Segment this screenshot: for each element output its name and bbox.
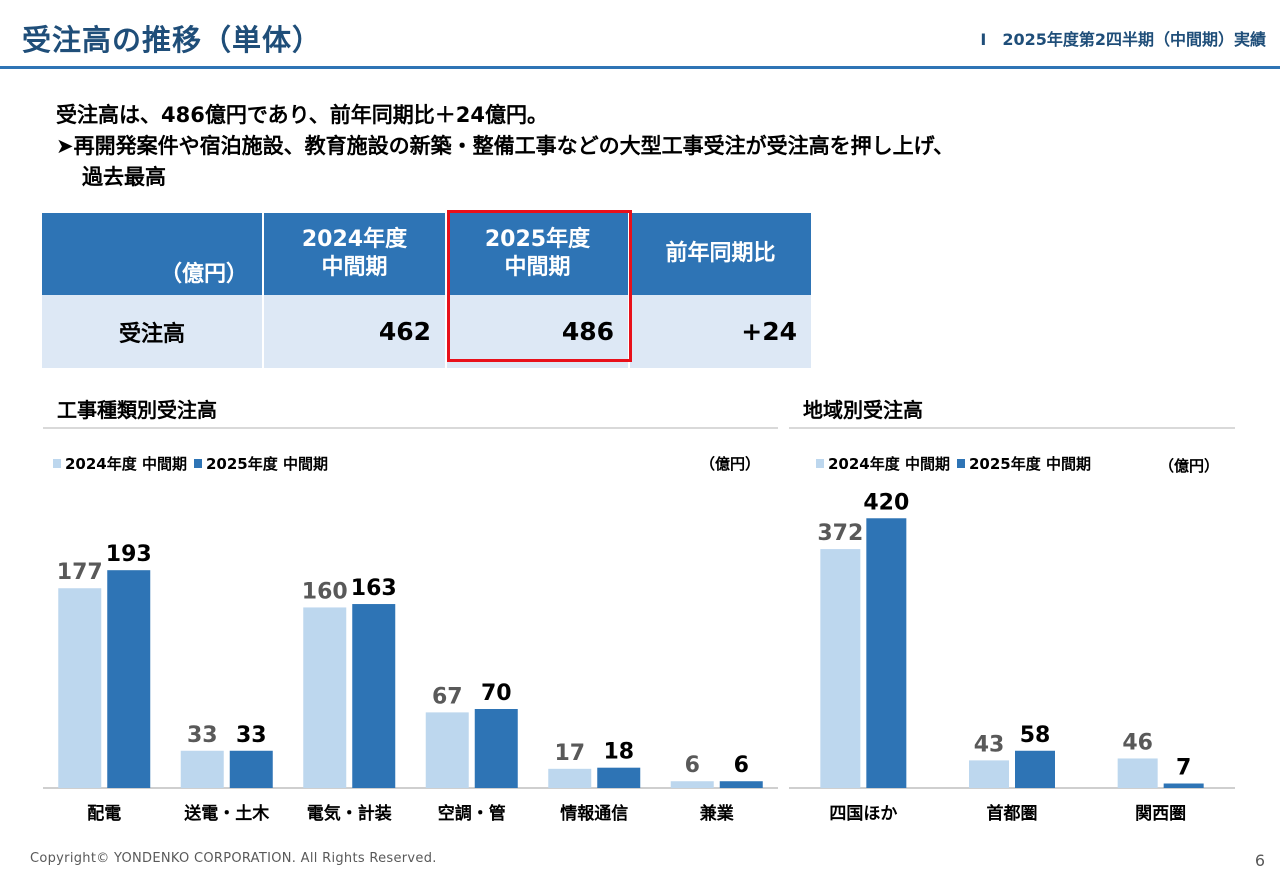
chart1-unit: （億円） <box>700 455 761 473</box>
chart2-category-label: 四国ほか <box>829 804 897 824</box>
summary-line-1: 受注高は、486億円であり、前年同期比＋24億円。 <box>56 103 549 127</box>
chart1-bar-curr <box>719 781 763 788</box>
chart1-data-label: 17 <box>554 741 585 766</box>
chart2-unit: （億円） <box>1159 457 1220 475</box>
title-divider <box>0 66 1280 69</box>
chart2-data-label: 7 <box>1176 756 1191 781</box>
chart2-data-label: 43 <box>974 732 1005 757</box>
chart2-category-label: 首都圏 <box>987 803 1038 824</box>
chart1-legend-swatch-curr <box>193 459 202 468</box>
kpi-row-label: 受注高 <box>42 295 264 368</box>
chart2-data-label: 58 <box>1020 723 1051 748</box>
chart1-bar-curr <box>597 767 641 788</box>
kpi-col-2025-year: 2025年度 <box>484 227 591 252</box>
chart1-bar-curr <box>352 604 396 788</box>
chart1-data-label: 193 <box>106 542 152 567</box>
chart1-bar-prev <box>425 712 469 788</box>
chart2-bar-prev <box>1117 758 1158 788</box>
footer-copyright: Copyright© YONDENKO CORPORATION. All Rig… <box>30 851 437 866</box>
summary-line-2: ➤再開発案件や宿泊施設、教育施設の新築・整備工事などの大型工事受注が受注高を押し… <box>56 134 955 158</box>
chart1-legend-swatch-prev <box>53 459 61 468</box>
chart2-bar-curr <box>866 518 907 788</box>
chart1-category-label: 送電・土木 <box>184 803 270 824</box>
chart1-category-label: 電気・計装 <box>307 803 392 824</box>
chart1-category-label: 兼業 <box>700 803 734 824</box>
chart1-data-label: 6 <box>734 753 749 778</box>
chart1-bar-prev <box>670 781 714 788</box>
chart1-category-label: 配電 <box>87 804 121 824</box>
kpi-value-2024: 462 <box>263 295 447 368</box>
kpi-data-row: 受注高 462 486 +24 <box>42 295 813 368</box>
chart2-data-label: 420 <box>863 490 909 515</box>
chart1-bar-curr <box>474 709 518 788</box>
chart1-data-label: 6 <box>685 753 700 778</box>
kpi-unit-label: （億円） <box>42 213 264 295</box>
summary-line-3: 過去最高 <box>82 165 166 189</box>
kpi-value-yoy: +24 <box>629 295 813 368</box>
chart1-legend-label-prev: 2024年度 中間期 <box>65 455 187 473</box>
chart2-title-rule <box>789 427 1235 429</box>
chart1-data-label: 70 <box>481 681 512 706</box>
chart2-data-label: 372 <box>817 521 863 546</box>
chart2-bar-prev <box>969 760 1009 788</box>
chart1-data-label: 163 <box>351 576 397 601</box>
chart1-data-label: 18 <box>603 740 634 765</box>
chart1-data-label: 160 <box>302 579 348 604</box>
chart1-legend: 2024年度 中間期 2025年度 中間期 <box>53 453 328 474</box>
chart2-legend-item-prev: 2024年度 中間期 <box>816 453 950 474</box>
chart1-legend-item-prev: 2024年度 中間期 <box>53 453 187 474</box>
chart1-data-label: 177 <box>57 560 103 585</box>
chart2-legend: 2024年度 中間期 2025年度 中間期 <box>816 453 1091 474</box>
page-title: 受注高の推移（単体） <box>22 23 323 57</box>
chart2-legend-item-curr: 2025年度 中間期 <box>956 453 1091 474</box>
chart1-category-label: 空調・管 <box>438 803 506 824</box>
chart2-legend-label-prev: 2024年度 中間期 <box>828 455 950 473</box>
kpi-col-2024: 2024年度 中間期 <box>263 213 447 295</box>
kpi-col-2024-year: 2024年度 <box>301 227 408 252</box>
chart1-data-label: 33 <box>236 723 267 748</box>
chart2-legend-swatch-prev <box>816 459 824 468</box>
chart2-legend-label-curr: 2025年度 中間期 <box>968 455 1091 473</box>
chart2-bar-curr <box>1163 783 1204 788</box>
chart1-bar-prev <box>180 750 224 788</box>
kpi-col-2025: 2025年度 中間期 <box>446 213 630 295</box>
summary-text: 受注高は、486億円であり、前年同期比＋24億円。 ➤再開発案件や宿泊施設、教育… <box>56 100 954 193</box>
chart2-data-label: 46 <box>1122 730 1153 755</box>
chart1-legend-item-curr: 2025年度 中間期 <box>193 453 328 474</box>
page-number: 6 <box>1254 851 1265 870</box>
section-label: Ⅰ 2025年度第2四半期（中間期）実績 <box>980 30 1266 49</box>
kpi-col-2025-period: 中間期 <box>504 255 571 280</box>
chart1-title-rule <box>43 427 778 429</box>
chart1-bar-prev <box>303 607 347 788</box>
kpi-header-row: （億円） 2024年度 中間期 2025年度 中間期 前年同期比 <box>42 213 813 295</box>
chart1-title: 工事種類別受注高 <box>57 398 217 422</box>
chart1-bar-prev <box>58 588 102 788</box>
kpi-col-2024-period: 中間期 <box>321 255 388 280</box>
chart1-bar-prev <box>548 768 592 788</box>
kpi-table: （億円） 2024年度 中間期 2025年度 中間期 前年同期比 受注高 462 4… <box>42 213 813 368</box>
chart2-title: 地域別受注高 <box>803 398 923 422</box>
kpi-col-yoy: 前年同期比 <box>629 213 813 295</box>
chart2-bar-curr <box>1015 750 1055 788</box>
chart1-bar-curr <box>229 750 273 788</box>
chart1-data-label: 33 <box>187 723 218 748</box>
chart2-bar-prev <box>820 549 861 788</box>
chart2-category-label: 関西圏 <box>1135 804 1186 824</box>
chart1-bar-curr <box>107 570 151 788</box>
chart2-legend-swatch-curr <box>956 459 965 468</box>
chart1-legend-label-curr: 2025年度 中間期 <box>205 455 328 473</box>
chart1-data-label: 67 <box>432 684 463 709</box>
chart1-category-label: 情報通信 <box>560 803 628 824</box>
highlight-box <box>447 210 632 362</box>
kpi-value-2025: 486 <box>446 295 630 368</box>
